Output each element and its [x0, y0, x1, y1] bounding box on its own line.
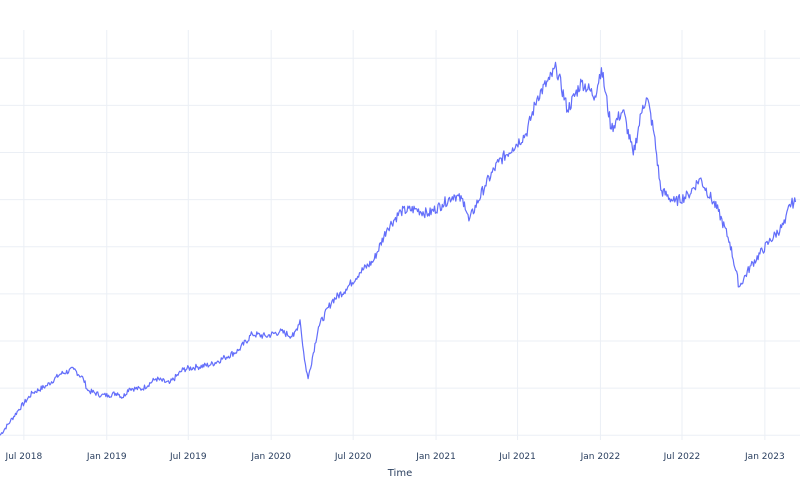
x-tick-label: Jul 2020 — [334, 452, 372, 462]
x-tick-label: Jan 2020 — [250, 452, 291, 462]
x-tick-label: Jul 2022 — [663, 452, 701, 462]
grid — [0, 30, 800, 440]
x-tick-label: Jul 2018 — [5, 452, 43, 462]
x-tick-label: Jan 2022 — [580, 452, 621, 462]
x-tick-label: Jan 2019 — [86, 452, 127, 462]
series-line — [0, 61, 797, 436]
x-axis-ticks: Jul 2018 Jan 2019 Jul 2019 Jan 2020 Jul 2020… — [5, 452, 785, 462]
x-axis-title: Time — [387, 468, 412, 479]
x-tick-label: Jan 2023 — [744, 452, 785, 462]
x-tick-label: Jul 2019 — [169, 452, 207, 462]
x-tick-label: Jul 2021 — [498, 452, 536, 462]
series-layer — [0, 61, 797, 436]
x-tick-label: Jan 2021 — [415, 452, 456, 462]
